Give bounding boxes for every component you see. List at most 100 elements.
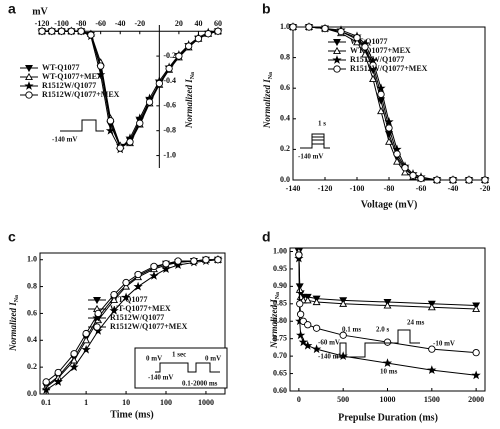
- legend-marker: [92, 313, 102, 322]
- y-tick-label: -0.2: [163, 51, 176, 60]
- marker: [161, 264, 171, 274]
- marker: [303, 340, 313, 350]
- legend-label: R1512W/Q1077+MEX: [350, 64, 428, 73]
- y-tick-label: 0.2: [27, 362, 37, 371]
- marker: [433, 176, 441, 184]
- x-tick-label: 1: [84, 398, 88, 407]
- legend-label: WT-Q1077+MEX: [42, 72, 103, 81]
- series-line: [298, 258, 477, 376]
- x-tick-label: 20: [175, 19, 183, 28]
- x-tick-label: 100: [160, 398, 172, 407]
- panel-label: c: [8, 229, 16, 245]
- x-tick-label: 10: [122, 398, 130, 407]
- legend-label: R1512W/Q1077+MEX: [110, 322, 188, 331]
- y-tick-label: -0.8: [163, 126, 176, 135]
- marker: [54, 368, 62, 377]
- marker: [377, 107, 385, 115]
- legend-marker: [25, 91, 33, 99]
- marker: [472, 304, 481, 313]
- marker: [150, 262, 158, 271]
- x-tick-label: 1500: [424, 395, 440, 404]
- y-tick-label: 0.95: [273, 264, 287, 273]
- marker: [481, 176, 489, 184]
- marker: [202, 256, 210, 264]
- marker: [369, 74, 377, 83]
- legend-marker: [25, 72, 33, 81]
- legend-marker: [25, 64, 33, 73]
- marker: [417, 174, 425, 183]
- marker: [339, 331, 347, 339]
- annotation: -140 mV: [318, 353, 343, 361]
- marker: [312, 297, 321, 306]
- marker: [109, 305, 119, 315]
- x-tick-label: -120: [318, 184, 333, 193]
- marker: [296, 300, 304, 308]
- annotation: -140 mV: [52, 136, 77, 144]
- marker: [165, 64, 173, 73]
- marker: [339, 299, 348, 307]
- marker: [122, 282, 131, 290]
- protocol-diagram: [155, 362, 220, 373]
- marker: [401, 164, 409, 172]
- marker: [96, 69, 106, 79]
- marker: [385, 137, 393, 145]
- x-tick-label: -40: [115, 19, 126, 28]
- marker: [311, 344, 322, 354]
- marker: [298, 337, 308, 347]
- y-tick-label: 0.4: [27, 335, 37, 344]
- x-axis-title: Voltage (mV): [361, 199, 418, 210]
- marker: [134, 270, 142, 279]
- legend-label: WT-Q1077: [350, 37, 388, 46]
- marker: [145, 98, 154, 106]
- annotation: -60 mV: [318, 339, 340, 347]
- series-line: [298, 254, 477, 354]
- y-tick-label: 0.8: [280, 52, 290, 61]
- marker: [149, 270, 159, 280]
- protocol-diagram: [60, 119, 104, 132]
- x-axis-title: Prepulse Duration (ms): [338, 412, 438, 423]
- y-axis-title-sub: Na: [275, 292, 281, 299]
- annotation: 24 ms: [407, 319, 425, 327]
- inset-frame: [134, 347, 228, 389]
- marker: [57, 27, 66, 35]
- marker: [465, 176, 473, 184]
- x-tick-label: -80: [384, 184, 395, 193]
- x-tick-label: -100: [54, 19, 69, 28]
- annotation: -140 mV: [148, 374, 173, 382]
- marker: [383, 301, 392, 309]
- y-tick-label: -0.6: [163, 101, 176, 110]
- legend-label: R1512W/Q1077: [350, 55, 404, 64]
- legend-marker: [93, 296, 101, 305]
- annotation: 2.0 s: [376, 326, 390, 334]
- marker: [361, 50, 369, 58]
- y-tick-label: 1.00: [273, 246, 287, 255]
- marker: [53, 377, 63, 386]
- marker: [136, 119, 144, 127]
- marker: [401, 168, 409, 176]
- marker: [116, 144, 124, 152]
- y-axis-title-sub: Na: [14, 295, 20, 302]
- marker: [427, 365, 437, 374]
- x-tick-label: 500: [337, 395, 349, 404]
- x-tick-label: 60: [214, 19, 222, 28]
- y-tick-label: 1.0: [27, 255, 37, 264]
- marker: [377, 90, 385, 98]
- marker: [409, 171, 417, 180]
- marker: [121, 292, 131, 302]
- marker: [81, 344, 91, 354]
- y-axis-title-main: Normalized I: [8, 302, 18, 352]
- marker: [82, 329, 90, 338]
- x-tick-label: -100: [350, 184, 365, 193]
- marker: [204, 30, 212, 38]
- x-tick-label: 0.1: [41, 398, 51, 407]
- protocol-diagram: [336, 329, 420, 358]
- marker: [449, 176, 457, 184]
- plot-frame: [39, 252, 226, 395]
- y-axis-title: Normalized INa: [8, 295, 20, 352]
- marker: [82, 336, 91, 344]
- y-tick-label: 0.2: [280, 144, 290, 153]
- marker: [383, 338, 392, 346]
- y-tick-label: 1.0: [280, 22, 290, 31]
- x-tick-label: 1000: [198, 398, 214, 407]
